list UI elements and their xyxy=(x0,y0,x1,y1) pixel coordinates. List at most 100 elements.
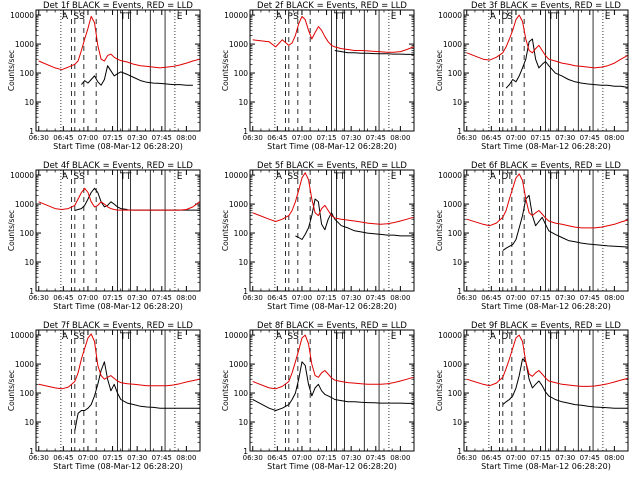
y-axis-label: Counts/sec xyxy=(435,370,444,411)
x-tick-label: 07:30 xyxy=(555,134,575,142)
y-tick-label: 1 xyxy=(29,447,34,456)
y-tick-label: 1000 xyxy=(15,200,34,209)
marker-annotation: A xyxy=(276,332,283,342)
x-tick-label: 06:45 xyxy=(481,454,501,462)
detector-panel-9: Det 9f BLACK = Events, RED = LLD 1 10 100 10… xyxy=(435,321,629,471)
events-series-line xyxy=(334,50,414,55)
y-tick-label: 100 xyxy=(448,389,463,398)
marker-annotation: S xyxy=(79,12,85,22)
y-axis-label: Counts/sec xyxy=(7,50,16,91)
x-tick-label: 07:30 xyxy=(127,454,147,462)
plot-area xyxy=(466,330,628,451)
y-tick-label: 10000 xyxy=(438,171,462,180)
y-tick-label: 100 xyxy=(20,69,35,78)
plot-area xyxy=(38,170,200,291)
y-tick-label: 1 xyxy=(29,127,34,136)
events-series-line xyxy=(81,65,193,86)
marker-annotation: T xyxy=(553,12,560,22)
y-tick-label: 10 xyxy=(24,418,34,427)
x-tick-label: 07:45 xyxy=(152,134,172,142)
x-tick-label: 06:30 xyxy=(243,134,263,142)
events-series-line xyxy=(252,361,414,411)
events-series-line xyxy=(502,194,628,251)
y-tick-label: 10000 xyxy=(10,331,34,340)
marker-annotation: E xyxy=(391,332,397,342)
x-axis-label: Start Time (08-Mar-12 06:28:20) xyxy=(53,302,183,311)
marker-annotation: T xyxy=(333,332,340,342)
marker-annotation: T xyxy=(553,332,560,342)
x-tick-label: 07:30 xyxy=(127,294,147,302)
plot-title: Det 3f BLACK = Events, RED = LLD xyxy=(471,1,621,11)
marker-annotation: T xyxy=(547,172,554,182)
y-tick-label: 100 xyxy=(234,69,249,78)
marker-annotation: E xyxy=(177,172,183,182)
y-tick-label: 10 xyxy=(238,98,248,107)
marker-annotation: T xyxy=(506,332,513,342)
plot-title: Det 7f BLACK = Events, RED = LLD xyxy=(43,321,193,331)
y-tick-label: 10 xyxy=(238,258,248,267)
x-tick-label: 07:00 xyxy=(78,454,98,462)
y-tick-label: 10000 xyxy=(224,11,248,20)
x-tick-label: 06:30 xyxy=(29,134,49,142)
plot-area xyxy=(38,10,200,131)
marker-annotation: T xyxy=(547,332,554,342)
y-axis-label: Counts/sec xyxy=(221,50,230,91)
x-tick-label: 06:45 xyxy=(53,134,73,142)
x-tick-label: 07:00 xyxy=(78,134,98,142)
marker-annotation: T xyxy=(339,332,346,342)
events-series-line xyxy=(74,361,200,431)
marker-annotation: A xyxy=(490,12,497,22)
marker-annotation: E xyxy=(177,12,183,22)
y-tick-label: 1000 xyxy=(443,40,462,49)
plot-frame xyxy=(249,329,415,452)
plot-area xyxy=(252,10,414,131)
marker-annotation: S xyxy=(287,332,293,342)
marker-annotation: T xyxy=(119,332,126,342)
x-tick-label: 06:45 xyxy=(53,294,73,302)
plot-area xyxy=(252,170,414,291)
marker-annotation: A xyxy=(490,332,497,342)
x-tick-label: 07:15 xyxy=(530,294,550,302)
x-axis-label: Start Time (08-Mar-12 06:28:20) xyxy=(481,462,611,471)
detector-panel-7: Det 7f BLACK = Events, RED = LLD 1 10 100 10… xyxy=(7,321,201,471)
plot-area xyxy=(38,330,200,451)
x-tick-label: 07:45 xyxy=(580,134,600,142)
x-tick-label: 07:45 xyxy=(366,294,386,302)
x-tick-label: 07:00 xyxy=(506,134,526,142)
x-tick-label: 06:45 xyxy=(481,294,501,302)
detector-panel-8: Det 8f BLACK = Events, RED = LLD 1 10 100 10… xyxy=(221,321,415,471)
y-tick-label: 1000 xyxy=(15,40,34,49)
y-axis-label: Counts/sec xyxy=(435,50,444,91)
plot-frame xyxy=(463,9,629,132)
y-axis-label: Counts/sec xyxy=(435,210,444,251)
lld-series-line xyxy=(466,173,628,229)
x-tick-label: 06:30 xyxy=(457,294,477,302)
x-tick-label: 07:00 xyxy=(292,454,312,462)
marker-annotation: T xyxy=(333,12,340,22)
x-tick-label: 06:45 xyxy=(267,294,287,302)
marker-annotation: T xyxy=(125,332,132,342)
marker-annotation: A xyxy=(276,172,283,182)
x-tick-label: 07:45 xyxy=(366,454,386,462)
y-axis-label: Counts/sec xyxy=(221,210,230,251)
y-tick-label: 10 xyxy=(24,258,34,267)
x-tick-label: 06:30 xyxy=(457,454,477,462)
x-tick-label: 07:00 xyxy=(506,294,526,302)
x-tick-label: 07:45 xyxy=(580,294,600,302)
x-axis-label: Start Time (08-Mar-12 06:28:20) xyxy=(53,142,183,151)
x-tick-label: 06:45 xyxy=(267,454,287,462)
y-tick-label: 10000 xyxy=(224,171,248,180)
plot-area xyxy=(466,170,628,291)
detector-panel-1: Det 1f BLACK = Events, RED = LLD 1 10 100 10… xyxy=(7,1,201,151)
x-tick-label: 07:45 xyxy=(152,454,172,462)
marker-annotation: D xyxy=(501,12,508,22)
x-tick-label: 06:45 xyxy=(53,454,73,462)
x-axis-label: Start Time (08-Mar-12 06:28:20) xyxy=(267,302,397,311)
marker-annotation: A xyxy=(276,12,283,22)
y-tick-label: 1 xyxy=(457,447,462,456)
x-axis-label: Start Time (08-Mar-12 06:28:20) xyxy=(481,302,611,311)
y-tick-label: 100 xyxy=(234,389,249,398)
marker-annotation: S xyxy=(73,12,79,22)
y-tick-label: 100 xyxy=(448,229,463,238)
x-tick-label: 07:30 xyxy=(341,134,361,142)
